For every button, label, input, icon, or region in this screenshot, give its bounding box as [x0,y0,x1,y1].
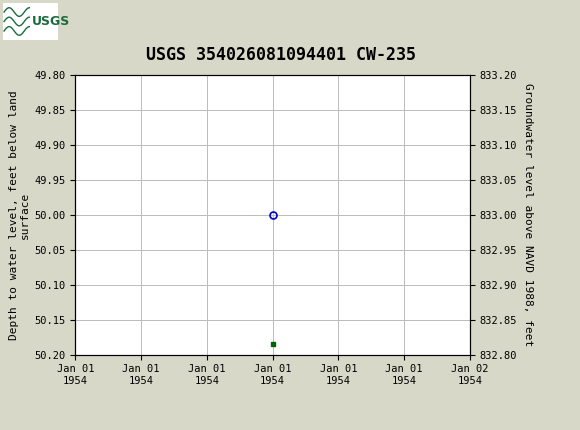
Text: USGS: USGS [31,15,70,28]
Y-axis label: Depth to water level, feet below land
surface: Depth to water level, feet below land su… [9,90,30,340]
Text: USGS 354026081094401 CW-235: USGS 354026081094401 CW-235 [146,46,416,64]
Bar [3,3,58,40]
Y-axis label: Groundwater level above NAVD 1988, feet: Groundwater level above NAVD 1988, feet [523,83,532,347]
